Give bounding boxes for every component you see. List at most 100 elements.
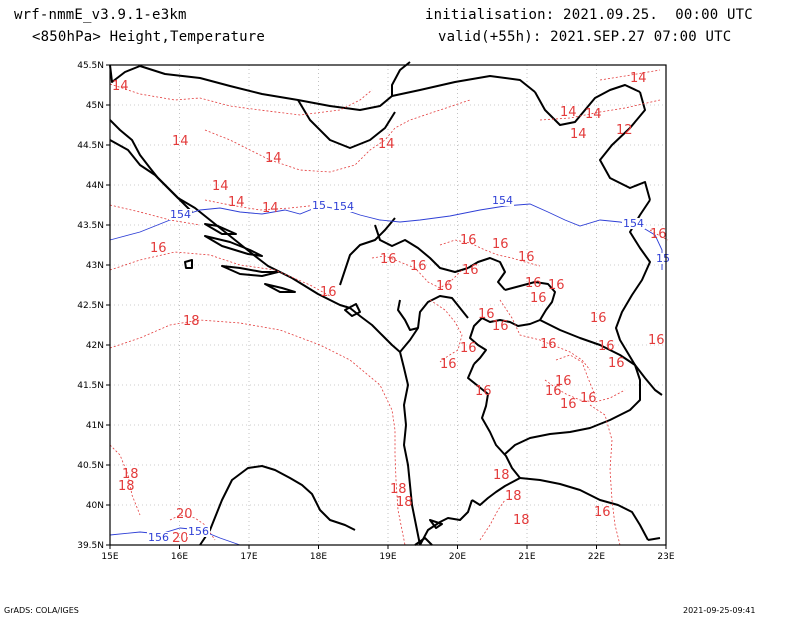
temp-contour-label: 16: [608, 356, 625, 371]
latitude-tick-labels: 45.5N 45N 44.5N 44N 43.5N 43N 42.5N 42N 41.5N 41N…: [77, 61, 110, 551]
temp-contour-label: 16: [410, 259, 427, 274]
temp-contour-label: 16: [648, 333, 665, 348]
temp-contour-label: 20: [172, 531, 189, 546]
temp-contour-label: 16: [475, 384, 492, 399]
temp-contour-label: 14: [228, 195, 245, 210]
height-label-bg: [169, 209, 192, 220]
lat-tick-label: 40.5N: [77, 461, 104, 471]
height-contour-label: 15: [312, 199, 326, 212]
temp-contour-label: 14: [265, 151, 282, 166]
lon-tick-label: 20E: [449, 552, 466, 562]
lat-tick-label: 42N: [86, 341, 104, 351]
temp-contour-label: 16: [590, 311, 607, 326]
lat-tick-label: 45N: [86, 101, 104, 111]
lat-tick-label: 45.5N: [77, 61, 104, 71]
temp-contour-label: 14: [212, 179, 229, 194]
temp-contour-label: 16: [492, 319, 509, 334]
temp-contour-label: 16: [548, 278, 565, 293]
field-title: <850hPa> Height,Temperature: [32, 29, 265, 45]
lon-tick-label: 18E: [310, 552, 327, 562]
temp-contour-label: 18: [390, 482, 407, 497]
temp-contour-label: 18: [513, 513, 530, 528]
lat-tick-label: 39.5N: [77, 541, 104, 551]
lat-tick-label: 41.5N: [77, 381, 104, 391]
temp-contour-label: 16: [460, 341, 477, 356]
temp-contour-label: 18: [493, 468, 510, 483]
height-label-bg: [655, 253, 671, 264]
temp-contour-label: 16: [436, 279, 453, 294]
temp-contour-label: 16: [598, 339, 615, 354]
temp-contour-label: 14: [560, 105, 577, 120]
temp-contour-label: 16: [594, 505, 611, 520]
lat-tick-label: 42.5N: [77, 301, 104, 311]
temp-contour-label: 16: [460, 233, 477, 248]
height-contours: [109, 203, 663, 546]
init-time: initialisation: 2021.09.25. 00:00 UTC: [425, 7, 753, 23]
temp-contour-label: 16: [518, 250, 535, 265]
height-contour-label: 156: [148, 531, 169, 544]
footer-credit: GrADS: COLA/IGES: [4, 606, 79, 615]
lon-tick-label: 23E: [657, 552, 674, 562]
height-label-bg: [491, 195, 514, 206]
longitude-tick-labels: 15E 16E 17E 18E 19E 20E 21E 22E 23E: [101, 545, 675, 562]
lat-tick-label: 41N: [86, 421, 104, 431]
temp-contour-label: 16: [555, 374, 572, 389]
temp-contour-label: 14: [112, 79, 129, 94]
temp-contour-label: 16: [545, 384, 562, 399]
height-contour-label: 154: [170, 208, 191, 221]
temp-contour-label: 16: [525, 276, 542, 291]
temp-contour-label: 16: [320, 285, 337, 300]
temp-contour-label: 16: [540, 337, 557, 352]
temp-contour-label: 18: [122, 467, 139, 482]
temp-contour-label: 12: [616, 123, 633, 138]
coastlines-borders: [109, 61, 663, 546]
lat-tick-label: 44N: [86, 181, 104, 191]
height-contour-label: 154: [333, 200, 354, 213]
temp-contour-label: 16: [580, 391, 597, 406]
temp-contour-label: 14: [585, 107, 602, 122]
temp-contour-label: 14: [262, 201, 279, 216]
model-title: wrf-nmmE_v3.9.1-e3km: [14, 7, 187, 23]
footer-timestamp: 2021-09-25-09:41: [683, 606, 756, 615]
temp-contour-label: 18: [505, 489, 522, 504]
height-label-bg: [311, 200, 327, 211]
height-contour-label: 15: [656, 252, 670, 265]
temp-contour-label: 14: [630, 71, 647, 86]
temp-contour-label: 16: [650, 227, 667, 242]
temp-contour-label: 18: [396, 495, 413, 510]
lon-tick-label: 15E: [101, 552, 118, 562]
temp-contour-label: 16: [492, 237, 509, 252]
height-label-bg: [147, 532, 170, 543]
height-label-bg: [187, 526, 210, 537]
temp-contour-label: 16: [478, 307, 495, 322]
height-contour-label: 154: [623, 217, 644, 230]
temp-contour-label: 16: [462, 263, 479, 278]
height-contour-label: 154: [492, 194, 513, 207]
temp-contour-label: 16: [380, 252, 397, 267]
temp-contour-label: 18: [183, 314, 200, 329]
height-label-bg: [332, 201, 355, 212]
lat-tick-label: 44.5N: [77, 141, 104, 151]
height-label-bg: [622, 218, 645, 229]
height-contour-label: 156: [188, 525, 209, 538]
lon-tick-label: 16E: [171, 552, 188, 562]
lon-tick-label: 17E: [240, 552, 257, 562]
lat-tick-label: 40N: [86, 501, 104, 511]
temp-contour-label: 14: [378, 137, 395, 152]
lon-tick-label: 21E: [518, 552, 535, 562]
valid-time: valid(+55h): 2021.SEP.27 07:00 UTC: [438, 29, 732, 45]
temp-contour-label: 20: [176, 507, 193, 522]
lat-tick-label: 43.5N: [77, 221, 104, 231]
temp-contour-label: 18: [118, 479, 135, 494]
lon-tick-label: 19E: [379, 552, 396, 562]
temp-contour-label: 14: [570, 127, 587, 142]
temp-contour-label: 14: [172, 134, 189, 149]
temp-contour-label: 16: [560, 397, 577, 412]
temp-contour-label: 16: [150, 241, 167, 256]
temp-contour-label: 16: [440, 357, 457, 372]
lon-tick-label: 22E: [588, 552, 605, 562]
temp-contour-label: 16: [530, 291, 547, 306]
lat-tick-label: 43N: [86, 261, 104, 271]
